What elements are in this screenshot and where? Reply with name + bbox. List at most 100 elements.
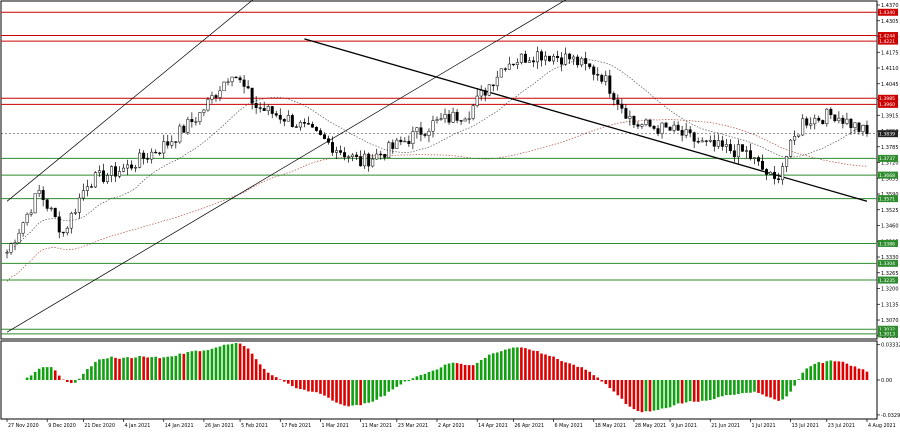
x-tick-label: 11 Mar 2021 — [362, 423, 392, 429]
level-label: 1.3032 — [879, 327, 895, 333]
candle — [471, 105, 475, 119]
candle — [423, 134, 427, 136]
candle — [769, 171, 773, 175]
level-label-box — [878, 100, 898, 108]
candle — [475, 95, 479, 106]
candle — [656, 128, 660, 134]
candle — [5, 252, 9, 254]
candle — [347, 156, 351, 158]
candle — [672, 124, 676, 131]
candle — [736, 144, 740, 158]
candle — [515, 62, 519, 65]
y-tick-label: 1.3460 — [881, 224, 899, 230]
ao-tick-label: 0.03332 — [881, 343, 900, 349]
candle — [531, 60, 535, 63]
candle — [343, 152, 347, 158]
candle — [427, 130, 431, 136]
y-tick-label: 1.4045 — [881, 82, 899, 88]
candle — [556, 55, 560, 58]
candle — [817, 117, 821, 121]
candle — [612, 93, 616, 100]
candle — [105, 175, 109, 182]
candle — [218, 90, 222, 98]
candle — [527, 60, 531, 63]
candle — [720, 140, 724, 147]
candle — [849, 118, 853, 129]
candle — [69, 213, 73, 229]
candle — [837, 117, 841, 122]
x-tick-label: 4 Jan 2021 — [125, 423, 151, 429]
candle — [339, 150, 343, 153]
candle — [190, 119, 194, 122]
level-label-box — [878, 171, 898, 179]
x-tick-label: 13 Jul 2021 — [792, 423, 819, 429]
candle — [407, 140, 411, 144]
candle — [592, 66, 596, 75]
candle — [781, 166, 785, 181]
candle — [564, 53, 568, 65]
candle — [463, 118, 467, 122]
candle — [801, 118, 805, 136]
candle — [379, 153, 383, 156]
candle — [833, 114, 837, 122]
candle — [676, 124, 680, 131]
y-tick-label: 1.3265 — [881, 271, 899, 277]
channel-lower-line — [6, 0, 567, 333]
candle — [178, 125, 182, 143]
candle — [186, 119, 190, 133]
y-tick-label: 1.4370 — [881, 3, 899, 9]
x-tick-label: 9 Dec 2020 — [48, 423, 76, 429]
candle — [298, 122, 302, 128]
candle — [138, 152, 142, 168]
candle — [568, 53, 572, 60]
level-label-box — [878, 8, 898, 16]
level-label: 1.3737 — [879, 156, 895, 162]
candle — [109, 166, 113, 176]
candle — [134, 167, 138, 169]
candle — [375, 153, 379, 160]
candle — [511, 63, 515, 66]
candle — [560, 57, 564, 65]
channel-upper-line — [6, 0, 254, 202]
x-tick-label: 1 Jul 2021 — [751, 423, 775, 429]
candle — [41, 190, 45, 201]
candle — [507, 63, 511, 70]
candle — [158, 152, 162, 154]
candle — [535, 51, 539, 63]
candle — [648, 119, 652, 127]
candle — [97, 170, 101, 173]
candle — [202, 109, 206, 113]
candle — [845, 118, 849, 124]
candle — [821, 120, 825, 124]
candle — [391, 142, 395, 149]
candle — [539, 51, 543, 61]
candle — [242, 79, 246, 87]
price-scale-drag-area[interactable] — [878, 2, 899, 338]
candle — [716, 140, 720, 147]
level-label: 1.3013 — [879, 332, 895, 338]
candle — [351, 154, 355, 158]
candle — [443, 114, 447, 119]
x-tick-label: 21 Dec 2020 — [84, 423, 115, 429]
candle — [756, 157, 760, 162]
candle — [435, 119, 439, 121]
x-tick-label: 2 Apr 2021 — [438, 423, 465, 429]
candle — [596, 74, 600, 76]
candle — [692, 132, 696, 142]
candle — [544, 55, 547, 61]
candle — [861, 125, 865, 132]
candle — [93, 172, 97, 188]
candle — [266, 106, 270, 111]
candle — [459, 120, 463, 122]
level-label: 1.3304 — [879, 261, 895, 267]
candle — [85, 186, 89, 191]
candle — [166, 141, 170, 146]
ma-fast-line — [6, 59, 868, 253]
x-tick-label: 14 Apr 2021 — [478, 423, 508, 429]
candle — [45, 199, 49, 209]
candle — [246, 86, 250, 89]
candle — [387, 142, 391, 158]
candle — [226, 81, 230, 83]
y-tick-label: 1.3200 — [881, 287, 899, 293]
candle — [254, 103, 258, 108]
